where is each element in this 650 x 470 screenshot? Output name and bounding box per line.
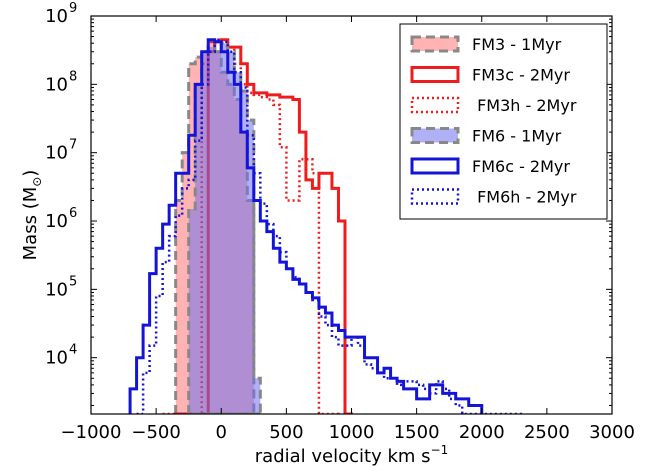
y-axis-label-subscript: ⊙ [30,177,44,187]
legend-label-fm6c-2myr: FM6c - 2Myr [472,157,570,176]
legend-label-fm3c-2myr: FM3c - 2Myr [472,66,570,85]
x-axis-label-text: radial velocity km s [255,446,431,467]
x-axis: −1000 −500 0 500 1000 1500 2000 2500 3000 [61,16,635,443]
x-tick-label: −1000 [61,422,122,443]
y-tick-label: 10 [45,6,68,27]
y-tick-label: 10 [45,211,68,232]
y-tick-exponent: 5 [69,274,77,289]
series-fm3h-2myr-line [161,38,340,414]
x-tick-label: 3000 [589,422,635,443]
legend: FM3 - 1Myr FM3c - 2Myr FM3h - 2Myr FM6 - 1… [399,23,608,220]
legend-swatch-fm6c-2myr [410,157,460,175]
x-tick-label: 2000 [459,422,505,443]
y-tick-label: 10 [45,279,68,300]
x-axis-label: radial velocity km s−1 [255,443,448,467]
series-fm6c-2myr-line [128,38,484,414]
y-tick-exponent: 4 [69,343,77,358]
y-axis-label-text: Mass (M [20,187,41,261]
histogram-series-layer [128,38,523,414]
y-tick-exponent: 7 [69,138,77,153]
y-tick-label: 10 [45,74,68,95]
legend-swatch-fm6-1myr [410,127,460,144]
y-tick-label: 10 [45,348,68,369]
y-tick-exponent: 8 [69,69,77,84]
x-tick-label: 0 [216,422,227,443]
y-tick-exponent: 6 [69,206,77,221]
y-axis-label: Mass (M⊙) [20,170,44,261]
legend-label-fm6h-2myr: FM6h - 2Myr [472,188,577,207]
y-tick-label: 10 [45,143,68,164]
x-axis-label-exponent: −1 [431,443,449,457]
legend-swatch-fm3c-2myr [410,66,460,83]
legend-label-fm3h-2myr: FM3h - 2Myr [472,96,577,115]
y-tick-exponent: 9 [69,1,77,16]
legend-label-fm3-1myr: FM3 - 1Myr [472,35,562,54]
x-tick-label: −500 [131,422,180,443]
legend-label-fm6-1myr: FM6 - 1Myr [472,127,562,146]
x-tick-label: 2500 [524,422,570,443]
x-tick-label: 1500 [394,422,440,443]
y-axis-label-close: ) [20,170,41,177]
legend-frame [399,23,608,220]
legend-swatch-fm3-1myr [410,35,460,53]
x-tick-label: 500 [269,422,303,443]
x-tick-label: 1000 [329,422,375,443]
